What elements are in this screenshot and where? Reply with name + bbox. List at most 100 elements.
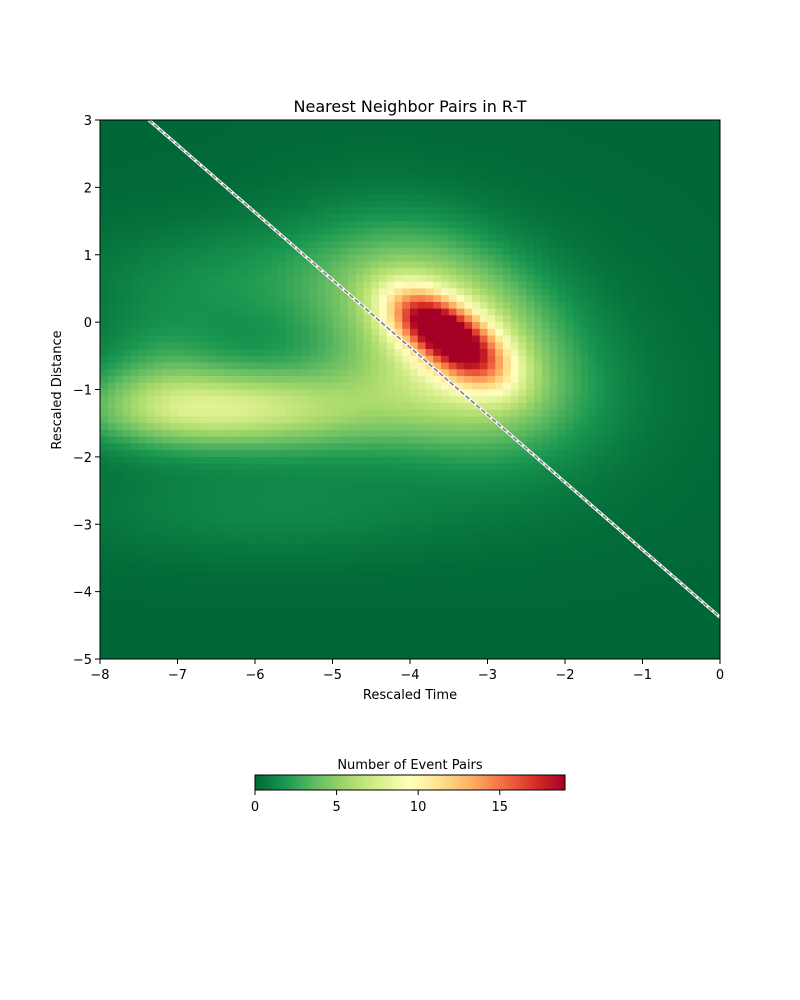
heatmap-cell [193,194,202,202]
heatmap-cell [255,349,264,357]
heatmap-cell [293,322,303,330]
heatmap-cell [425,402,434,411]
heatmap-cell [417,429,427,438]
heatmap-cell [588,322,597,330]
heatmap-cell [293,402,303,411]
heatmap-cell [193,173,202,182]
heatmap-cell [611,456,620,465]
heatmap-cell [239,288,248,296]
heatmap-cell [348,126,357,135]
heatmap-cell [278,382,287,391]
heatmap-cell [658,349,667,357]
heatmap-cell [371,470,380,478]
heatmap-cell [317,173,326,182]
heatmap-cell [193,342,202,350]
heatmap-cell [262,497,272,505]
heatmap-cell [472,423,481,431]
heatmap-cell [185,524,194,532]
heatmap-cell [355,530,365,539]
heatmap-cell [278,167,287,175]
heatmap-cell [115,416,124,424]
heatmap-cell [131,126,140,135]
heatmap-cell [495,456,504,465]
heatmap-cell [572,146,582,155]
heatmap-cell [487,443,496,451]
heatmap-cell [619,160,628,168]
heatmap-cell [479,510,489,519]
heatmap-cell [286,490,295,498]
heatmap-cell [286,322,295,330]
heatmap-cell [627,409,636,418]
heatmap-cell [247,369,256,377]
heatmap-cell [541,342,551,350]
heatmap-cell [510,308,520,316]
heatmap-cell [363,133,372,141]
heatmap-cell [301,160,310,168]
heatmap-cell [634,423,644,431]
heatmap-cell [689,234,698,242]
heatmap-cell [565,497,574,505]
heatmap-cell [278,281,287,290]
heatmap-cell [317,153,326,162]
heatmap-cell [696,470,706,478]
heatmap-cell [200,254,210,263]
heatmap-cell [503,221,512,229]
heatmap-cell [332,268,341,276]
heatmap-cell [340,153,349,162]
heatmap-cell [270,376,279,384]
heatmap-cell [456,510,465,519]
heatmap-cell [503,423,512,431]
heatmap-cell [340,274,349,283]
heatmap-cell [611,315,620,323]
heatmap-cell [107,281,117,290]
heatmap-cell [487,194,496,202]
heatmap-cell [433,160,442,168]
heatmap-cell [565,126,574,135]
heatmap-cell [355,194,365,202]
heatmap-cell [541,382,551,391]
heatmap-cell [588,402,597,411]
heatmap-cell [162,376,171,384]
heatmap-cell [216,450,225,458]
heatmap-cell [200,342,210,350]
heatmap-cell [417,295,427,303]
heatmap-cell [712,510,720,519]
heatmap-cell [169,463,179,471]
heatmap-cell [603,180,613,188]
heatmap-cell [185,214,194,222]
heatmap-cell [650,510,659,519]
heatmap-cell [495,241,504,249]
heatmap-cell [611,497,620,505]
heatmap-cell [681,443,690,451]
heatmap-cell [681,322,690,330]
heatmap-cell [123,335,132,343]
heatmap-cell [712,248,720,256]
heatmap-cell [301,120,310,128]
heatmap-cell [658,295,667,303]
heatmap-cell [193,180,202,188]
heatmap-cell [301,248,310,256]
heatmap-cell [162,450,171,458]
heatmap-cell [324,221,334,229]
heatmap-cell [239,342,248,350]
heatmap-cell [627,369,636,377]
heatmap-cell [200,248,210,256]
heatmap-cell [348,490,357,498]
heatmap-cell [255,362,264,370]
heatmap-cell [510,396,520,404]
heatmap-cell [572,402,582,411]
heatmap-cell [363,295,372,303]
heatmap-cell [650,477,659,485]
heatmap-cell [712,227,720,236]
heatmap-cell [324,389,334,397]
heatmap-cell [146,443,155,451]
heatmap-cell [495,517,504,525]
heatmap-cell [231,227,241,236]
heatmap-cell [131,173,140,182]
heatmap-cell [379,221,388,229]
heatmap-cell [386,443,396,451]
heatmap-cell [131,423,140,431]
heatmap-cell [712,342,720,350]
heatmap-cell [704,376,713,384]
heatmap-cell [642,436,651,444]
